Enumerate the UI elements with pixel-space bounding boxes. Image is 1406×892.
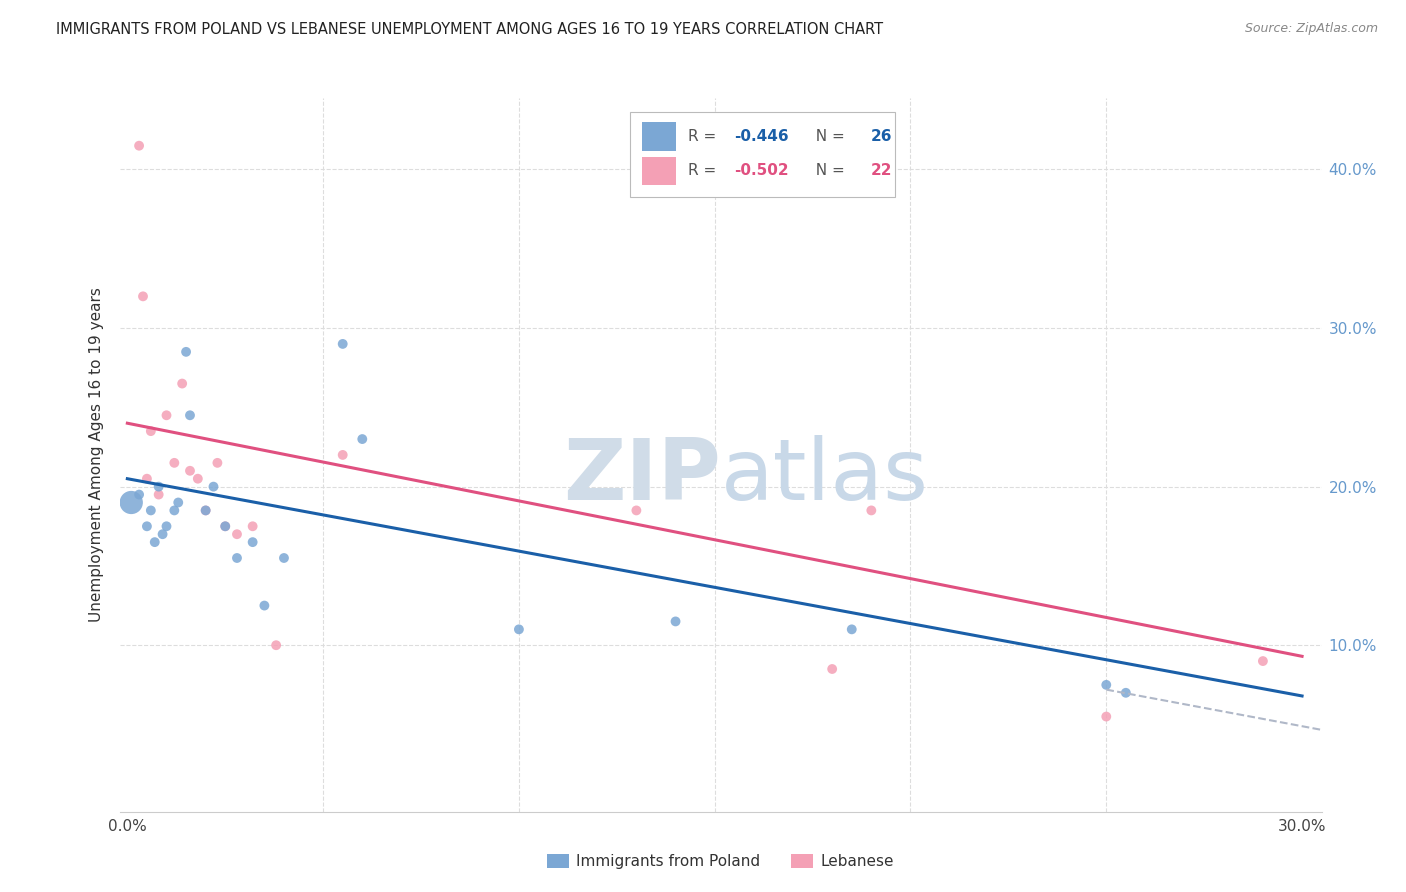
Bar [643, 157, 676, 186]
Point [664, 615, 686, 629]
Point [155, 519, 177, 533]
Bar [643, 122, 676, 151]
Text: atlas: atlas [720, 434, 928, 518]
Point [226, 527, 249, 541]
Point [508, 623, 530, 637]
Point [135, 519, 157, 533]
Point [148, 487, 170, 501]
Point [332, 448, 354, 462]
Text: 26: 26 [870, 129, 893, 145]
Point [179, 409, 201, 423]
Point [253, 599, 276, 613]
Legend: Immigrants from Poland, Lebanese: Immigrants from Poland, Lebanese [541, 848, 900, 875]
Point [860, 503, 883, 517]
Point [194, 503, 217, 517]
Point [242, 519, 264, 533]
Point [174, 344, 197, 359]
Point [1251, 654, 1274, 668]
Text: N =: N = [806, 163, 849, 178]
Point [332, 337, 354, 351]
Point [163, 456, 186, 470]
Point [148, 480, 170, 494]
FancyBboxPatch shape [630, 112, 894, 196]
Point [128, 487, 150, 501]
Point [264, 638, 287, 652]
Point [135, 472, 157, 486]
Point [214, 519, 236, 533]
Point [167, 495, 190, 509]
Point [172, 376, 194, 391]
Text: Source: ZipAtlas.com: Source: ZipAtlas.com [1244, 22, 1378, 36]
Text: IMMIGRANTS FROM POLAND VS LEBANESE UNEMPLOYMENT AMONG AGES 16 TO 19 YEARS CORREL: IMMIGRANTS FROM POLAND VS LEBANESE UNEMP… [56, 22, 883, 37]
Point [120, 495, 142, 509]
Point [207, 456, 229, 470]
Text: 22: 22 [870, 163, 893, 178]
Point [1095, 678, 1118, 692]
Point [202, 480, 225, 494]
Point [626, 503, 648, 517]
Point [179, 464, 201, 478]
Point [1115, 686, 1137, 700]
Point [152, 527, 174, 541]
Point [139, 503, 162, 517]
Text: ZIP: ZIP [562, 434, 720, 518]
Point [128, 138, 150, 153]
Text: R =: R = [688, 163, 721, 178]
Text: -0.502: -0.502 [734, 163, 789, 178]
Text: N =: N = [806, 129, 849, 145]
Point [163, 503, 186, 517]
Point [143, 535, 166, 549]
Y-axis label: Unemployment Among Ages 16 to 19 years: Unemployment Among Ages 16 to 19 years [89, 287, 104, 623]
Point [139, 424, 162, 438]
Point [352, 432, 374, 446]
Point [155, 409, 177, 423]
Point [132, 289, 155, 303]
Point [242, 535, 264, 549]
Point [841, 623, 863, 637]
Point [273, 551, 295, 566]
Point [226, 551, 249, 566]
Point [214, 519, 236, 533]
Point [194, 503, 217, 517]
Point [187, 472, 209, 486]
Point [1095, 709, 1118, 723]
Text: -0.446: -0.446 [734, 129, 789, 145]
Text: R =: R = [688, 129, 721, 145]
Point [821, 662, 844, 676]
